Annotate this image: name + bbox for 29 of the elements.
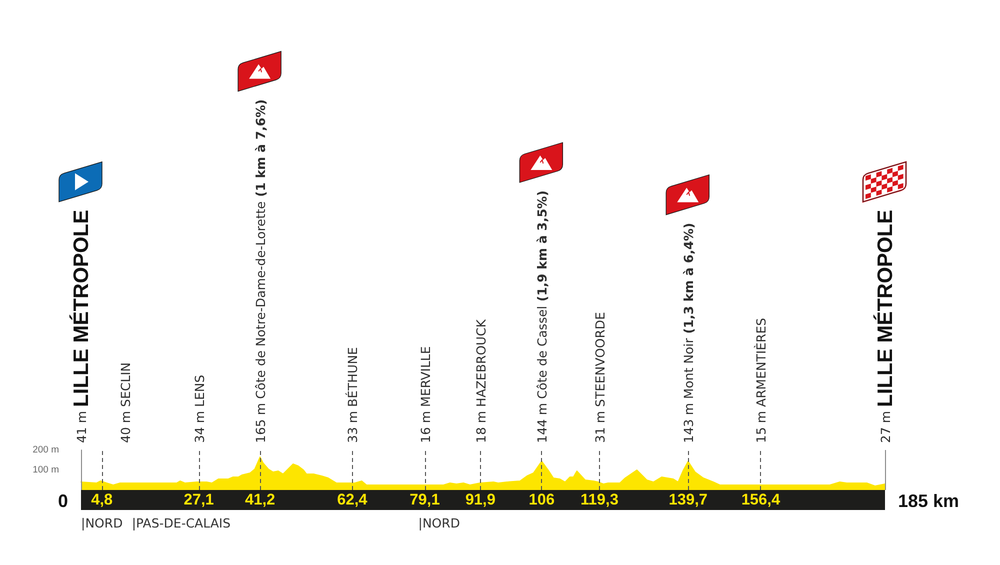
ref-line-label: 40 m SECLIN (118, 362, 133, 443)
ref-line-label: 31 m STEENVOORDE (592, 312, 607, 443)
ref-line-label: 15 m ARMENTIÈRES (753, 318, 768, 443)
y-tick-label: 100 m (32, 464, 60, 476)
x-tick-label: 91,9 (465, 492, 496, 508)
ref-line-label: 27 m LILLE MÉTROPOLE (872, 210, 896, 443)
x-tick-label: 79,1 (410, 492, 440, 508)
ref-line-label: 16 m MERVILLE (417, 346, 432, 443)
x-tick-label: 139,7 (668, 492, 708, 508)
x-tick-label: 27,1 (184, 492, 214, 508)
x-tick-label: 4,8 (91, 492, 114, 508)
x-tick-label: 156,4 (741, 492, 780, 508)
annotation: |PAS-DE-CALAIS (132, 516, 231, 530)
ref-line-label: 143 m Mont Noir (1,3 km à 6,4%) (680, 222, 696, 443)
x-tick-label: 119,3 (580, 492, 619, 508)
x-tick-label: 106 (528, 492, 555, 508)
x-tick-label: 62,4 (337, 492, 368, 508)
annotation: |NORD (81, 516, 123, 530)
text: 0 (58, 491, 68, 511)
text: 185 km (898, 491, 960, 511)
ref-line-label: 41 m LILLE MÉTROPOLE (68, 210, 92, 443)
ref-line-label: 144 m Côte de Cassel (1,9 km à 3,5%) (534, 190, 550, 443)
x-tick-label: 41,2 (244, 492, 276, 508)
y-tick-label: 200 m (32, 444, 60, 456)
ref-line-label: 33 m BÉTHUNE (344, 346, 360, 443)
annotation: |NORD (418, 516, 460, 530)
ref-line-label: 34 m LENS (191, 374, 206, 443)
ref-line-label: 165 m Côte de Notre-Dame-de-Lorette (1 km à 7,6%) (252, 99, 268, 443)
ref-line-label: 18 m HAZEBROUCK (472, 318, 488, 443)
